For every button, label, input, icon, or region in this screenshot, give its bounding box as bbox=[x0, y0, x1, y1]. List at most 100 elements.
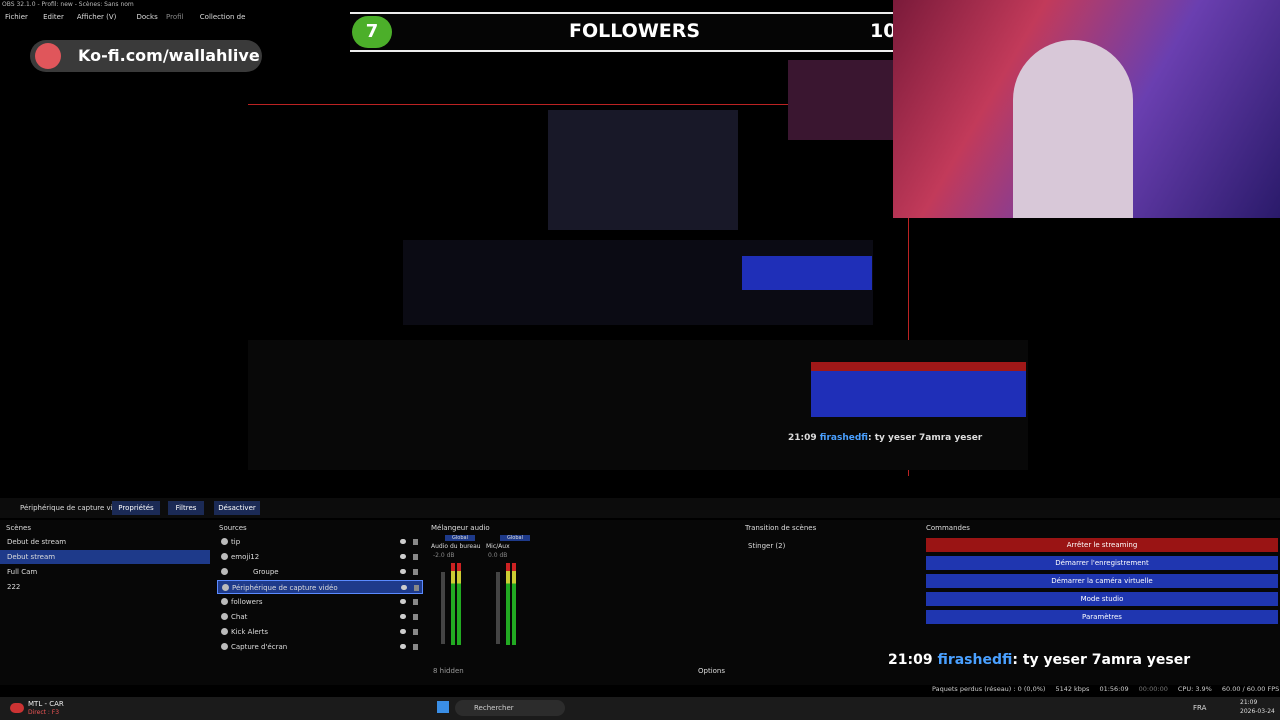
followers-label: FOLLOWERS bbox=[569, 20, 701, 42]
source-item[interactable]: Périphérique de capture vidéo bbox=[217, 580, 423, 594]
lock-toggle[interactable] bbox=[413, 629, 418, 635]
visibility-toggle[interactable] bbox=[400, 539, 406, 544]
kofi-badge: Ko-fi.com/wallahlive bbox=[30, 40, 262, 72]
source-icon bbox=[221, 568, 228, 575]
source-name: emoji12 bbox=[231, 553, 260, 561]
visibility-toggle[interactable] bbox=[400, 569, 406, 574]
source-item[interactable]: Kick Alerts bbox=[217, 625, 423, 639]
source-toolbar: Périphérique de capture vi Propriétés Fi… bbox=[0, 498, 1280, 518]
visibility-toggle[interactable] bbox=[400, 599, 406, 604]
hidden-count: 8 hidden bbox=[433, 667, 464, 675]
meter bbox=[512, 563, 516, 645]
scene-item[interactable]: Full Cam bbox=[7, 568, 38, 576]
preview bbox=[248, 0, 1028, 476]
lock-toggle[interactable] bbox=[413, 569, 418, 575]
channel-name: Audio du bureau bbox=[431, 543, 481, 550]
nested-commands bbox=[742, 256, 872, 290]
visibility-toggle[interactable] bbox=[400, 629, 406, 634]
visibility-toggle[interactable] bbox=[400, 644, 406, 649]
command-button[interactable]: Démarrer l'enregistrement bbox=[926, 556, 1278, 570]
app-name[interactable]: MTL - CAR bbox=[28, 700, 64, 708]
meter bbox=[506, 563, 510, 645]
menu-item[interactable]: Fichier bbox=[5, 13, 28, 21]
lock-toggle[interactable] bbox=[413, 539, 418, 545]
visibility-toggle[interactable] bbox=[400, 614, 406, 619]
source-name: Chat bbox=[231, 613, 248, 621]
volume-slider[interactable] bbox=[496, 572, 500, 644]
filters-button[interactable]: Filtres bbox=[168, 501, 204, 515]
deactivate-button[interactable]: Désactiver bbox=[214, 501, 260, 515]
source-icon bbox=[222, 584, 229, 591]
meter bbox=[457, 563, 461, 645]
options-button[interactable]: Options bbox=[698, 667, 726, 675]
mixer-tab[interactable]: Global bbox=[500, 535, 530, 541]
language[interactable]: FRA bbox=[1193, 704, 1207, 712]
properties-button[interactable]: Propriétés bbox=[112, 501, 160, 515]
chat-message: : ty yeser 7amra yeser bbox=[867, 433, 983, 443]
source-name: followers bbox=[231, 598, 263, 606]
guide bbox=[908, 0, 909, 476]
menu-item[interactable]: Docks bbox=[136, 13, 158, 21]
scene-item[interactable]: Debut de stream bbox=[7, 538, 67, 546]
person bbox=[1013, 40, 1133, 218]
chat-overlay-small: 21:09 firashedfi: ty yeser 7amra yeser bbox=[788, 433, 982, 443]
chat-overlay: 21:09 firashedfi: ty yeser 7amra yeser bbox=[888, 652, 1190, 668]
visibility-toggle[interactable] bbox=[400, 554, 406, 559]
followers-goal: 7 FOLLOWERS 10 bbox=[350, 12, 897, 52]
clock-time: 21:09 bbox=[1240, 699, 1258, 706]
kofi-icon bbox=[35, 43, 61, 69]
source-item[interactable]: emoji12 bbox=[217, 550, 423, 564]
dock-title: Commandes bbox=[926, 524, 970, 532]
scene-item[interactable]: Debut stream bbox=[0, 550, 210, 564]
selected-source: Périphérique de capture vi bbox=[20, 504, 113, 512]
webcam bbox=[893, 0, 1280, 218]
source-icon bbox=[221, 628, 228, 635]
chat-time: 21:09 bbox=[888, 652, 933, 668]
lock-toggle[interactable] bbox=[413, 644, 418, 650]
transition-select[interactable]: Stinger (2) bbox=[748, 542, 786, 550]
menu-item[interactable]: Collection de scènes bbox=[199, 13, 272, 21]
dock-title: Scènes bbox=[6, 524, 31, 532]
nested-stop bbox=[811, 362, 1026, 371]
stream-time: 01:56:09 bbox=[1099, 685, 1129, 693]
fps: 60.00 / 60.00 FPS bbox=[1221, 685, 1280, 693]
lock-toggle[interactable] bbox=[414, 585, 419, 591]
channel-db: -2.0 dB bbox=[433, 552, 455, 559]
chat-user: firashedfi bbox=[937, 652, 1013, 668]
source-item[interactable]: Capture d'écran bbox=[217, 640, 423, 654]
channel-db: 0.0 dB bbox=[488, 552, 508, 559]
menu-item[interactable]: Profil bbox=[166, 13, 184, 21]
dock-title: Transition de scènes bbox=[745, 524, 817, 532]
lock-toggle[interactable] bbox=[413, 614, 418, 620]
source-icon bbox=[221, 643, 228, 650]
followers-goal-value: 10 bbox=[870, 20, 897, 42]
start-button[interactable] bbox=[437, 701, 449, 713]
volume-slider[interactable] bbox=[441, 572, 445, 644]
taskbar: MTL - CAR Direct : F3 Rechercher FRA 21:… bbox=[0, 697, 1280, 720]
command-button[interactable]: Paramètres bbox=[926, 610, 1278, 624]
source-item[interactable]: Groupe bbox=[217, 565, 423, 579]
command-button[interactable]: Démarrer la caméra virtuelle bbox=[926, 574, 1278, 588]
source-icon bbox=[221, 613, 228, 620]
menu-item[interactable]: Afficher (V) bbox=[76, 13, 117, 21]
lock-toggle[interactable] bbox=[413, 599, 418, 605]
followers-current: 7 bbox=[352, 16, 392, 48]
search-box[interactable]: Rechercher bbox=[455, 700, 565, 716]
scene-item[interactable]: 222 bbox=[7, 583, 21, 591]
mixer-tab[interactable]: Global bbox=[445, 535, 475, 541]
clock-date: 2026-03-24 bbox=[1240, 708, 1275, 715]
command-button[interactable]: Arrêter le streaming bbox=[926, 538, 1278, 552]
dock-title: Mélangeur audio bbox=[431, 524, 490, 532]
menu-item[interactable]: Editer bbox=[43, 13, 64, 21]
source-item[interactable]: tip bbox=[217, 535, 423, 549]
app-icon bbox=[10, 703, 24, 713]
search-text: Rechercher bbox=[474, 704, 514, 712]
lock-toggle[interactable] bbox=[413, 554, 418, 560]
source-item[interactable]: Chat bbox=[217, 610, 423, 624]
command-button[interactable]: Mode studio bbox=[926, 592, 1278, 606]
guide bbox=[248, 104, 893, 105]
source-item[interactable]: followers bbox=[217, 595, 423, 609]
visibility-toggle[interactable] bbox=[401, 585, 407, 590]
channel-name: Mic/Aux bbox=[486, 543, 510, 550]
